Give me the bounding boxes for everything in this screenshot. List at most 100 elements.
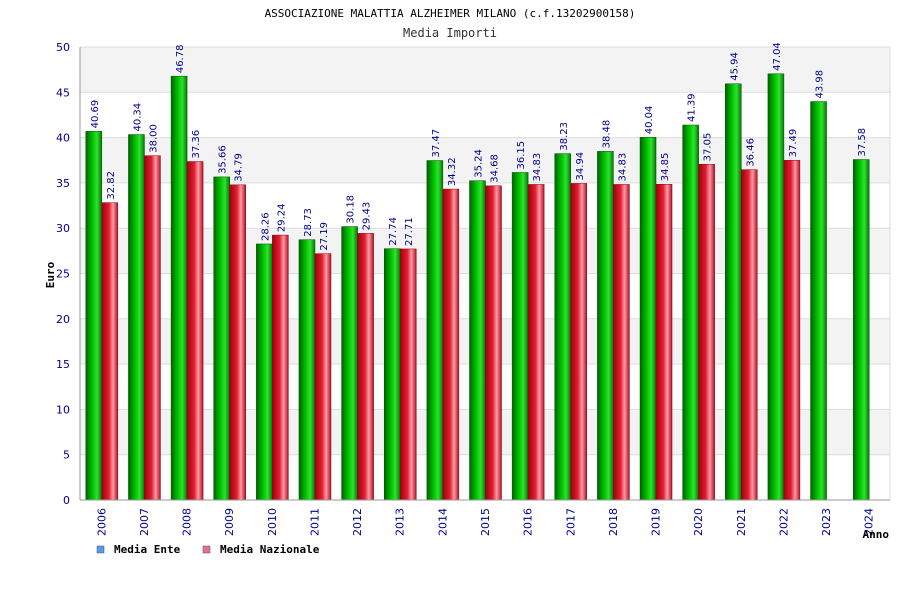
value-label-media-nazionale-2020: 37.05 <box>703 133 714 162</box>
x-tick-label-2023: 2023 <box>820 508 833 536</box>
x-tick-label-2015: 2015 <box>479 508 492 536</box>
x-tick-label-2022: 2022 <box>777 508 790 536</box>
y-axis-label: Euro <box>44 261 57 288</box>
value-label-media-nazionale-2006: 32.82 <box>106 171 117 200</box>
y-tick-label: 20 <box>56 313 70 326</box>
x-tick-label-2019: 2019 <box>650 508 663 536</box>
value-labels: 40.69 32.82 40.34 38.00 46.78 37.36 35.66 34.79… <box>90 42 868 250</box>
bar-media-ente-2013 <box>383 248 401 501</box>
value-label-media-nazionale-2012: 29.43 <box>362 202 373 231</box>
value-label-media-nazionale-2014: 34.32 <box>447 157 458 186</box>
value-label-media-nazionale-2009: 34.79 <box>234 153 245 182</box>
y-tick-label: 50 <box>56 41 70 54</box>
bar-media-nazionale-2006 <box>101 202 119 501</box>
bar-media-nazionale-2009 <box>229 184 246 501</box>
value-label-media-ente-2012: 30.18 <box>346 195 357 224</box>
x-tick-label-2017: 2017 <box>564 508 577 536</box>
value-label-media-ente-2021: 45.94 <box>729 52 740 81</box>
value-label-media-ente-2009: 35.66 <box>218 145 229 174</box>
x-tick-label-2012: 2012 <box>351 508 364 536</box>
value-label-media-ente-2018: 38.48 <box>601 120 612 149</box>
y-tick-label: 30 <box>56 222 70 235</box>
value-label-media-nazionale-2015: 34.68 <box>490 154 501 183</box>
y-tick-label: 5 <box>63 449 70 462</box>
x-tick-label-2014: 2014 <box>436 508 449 536</box>
bar-media-nazionale-2007 <box>144 155 161 501</box>
bar-media-nazionale-2013 <box>399 248 417 501</box>
value-label-media-ente-2016: 36.15 <box>516 141 527 170</box>
bar-media-nazionale-2014 <box>442 188 460 501</box>
x-tick-label-2016: 2016 <box>522 508 535 536</box>
value-label-media-ente-2024: 37.58 <box>857 128 868 157</box>
bar-media-ente-2022 <box>767 73 785 501</box>
value-label-media-nazionale-2007: 38.00 <box>148 124 159 153</box>
bar-media-ente-2015 <box>469 180 486 501</box>
y-tick-label: 15 <box>56 358 70 371</box>
y-tick-label: 10 <box>56 403 70 416</box>
bar-media-ente-2011 <box>298 239 316 501</box>
bar-media-ente-2021 <box>725 83 742 501</box>
value-label-media-nazionale-2022: 37.49 <box>788 129 799 158</box>
bar-media-nazionale-2022 <box>783 160 801 501</box>
bar-media-nazionale-2019 <box>655 184 673 501</box>
bar-media-nazionale-2021 <box>741 169 758 501</box>
value-label-media-nazionale-2013: 27.71 <box>404 217 415 246</box>
value-label-media-nazionale-2018: 34.83 <box>617 153 628 182</box>
legend-label-media-ente: Media Ente <box>114 543 181 556</box>
grid-band <box>80 47 890 93</box>
y-tick-label: 0 <box>63 494 70 507</box>
value-label-media-ente-2010: 28.26 <box>260 212 271 241</box>
value-label-media-ente-2006: 40.69 <box>90 100 101 129</box>
bar-media-ente-2024 <box>852 159 870 501</box>
value-label-media-ente-2019: 40.04 <box>644 106 655 135</box>
bar-media-ente-2018 <box>597 151 614 501</box>
value-label-media-nazionale-2008: 37.36 <box>191 130 202 159</box>
x-tick-label-2009: 2009 <box>223 508 236 536</box>
x-tick-label-2020: 2020 <box>692 508 705 536</box>
bar-media-ente-2006 <box>85 131 103 501</box>
bar-media-nazionale-2010 <box>272 234 289 501</box>
bar-media-ente-2014 <box>426 160 444 501</box>
value-label-media-nazionale-2010: 29.24 <box>276 203 287 232</box>
x-tick-label-2013: 2013 <box>394 508 407 536</box>
bar-media-ente-2023 <box>810 101 827 501</box>
value-label-media-ente-2008: 46.78 <box>175 45 186 74</box>
x-tick-label-2006: 2006 <box>95 508 108 536</box>
legend: Media Ente Media Nazionale <box>96 543 320 556</box>
bar-media-ente-2019 <box>639 136 657 501</box>
x-tick-label-2010: 2010 <box>266 508 279 536</box>
x-tick-label-2024: 2024 <box>863 508 876 536</box>
bar-media-nazionale-2018 <box>613 184 630 501</box>
chart-title: ASSOCIAZIONE MALATTIA ALZHEIMER MILANO (… <box>265 7 636 20</box>
y-tick-label: 40 <box>56 132 70 145</box>
value-label-media-nazionale-2021: 36.46 <box>745 138 756 167</box>
bar-media-ente-2017 <box>554 153 572 501</box>
value-label-media-nazionale-2019: 34.85 <box>660 153 671 182</box>
bar-media-ente-2010 <box>256 243 273 501</box>
x-tick-label-2011: 2011 <box>308 508 321 536</box>
x-axis-label: Anno <box>863 528 890 541</box>
legend-label-media-nazionale: Media Nazionale <box>220 543 320 556</box>
value-label-media-ente-2023: 43.98 <box>815 70 826 99</box>
value-label-media-ente-2011: 28.73 <box>303 208 314 237</box>
value-label-media-ente-2015: 35.24 <box>474 149 485 178</box>
legend-swatch-media-ente <box>96 545 105 554</box>
x-tick-label-2021: 2021 <box>735 508 748 536</box>
y-tick-label: 45 <box>56 86 70 99</box>
bar-media-nazionale-2011 <box>314 253 332 501</box>
chart-subtitle: Media Importi <box>403 26 497 40</box>
value-label-media-ente-2017: 38.23 <box>559 122 570 151</box>
value-label-media-ente-2022: 47.04 <box>772 42 783 71</box>
bar-media-ente-2020 <box>682 124 699 501</box>
y-tick-label: 35 <box>56 177 70 190</box>
bar-media-ente-2007 <box>128 134 145 501</box>
y-axis-ticks: 0 5 10 15 20 25 30 35 40 45 50 <box>56 41 70 507</box>
value-label-media-nazionale-2011: 27.19 <box>319 222 330 251</box>
bar-media-nazionale-2017 <box>570 183 588 501</box>
bar-media-nazionale-2016 <box>527 184 545 501</box>
x-axis-ticks: 2006 2007 2008 2009 2010 2011 2012 2013 2014 2015… <box>95 508 875 536</box>
value-label-media-ente-2013: 27.74 <box>388 217 399 246</box>
bar-media-ente-2009 <box>213 176 230 501</box>
legend-swatch-media-nazionale <box>202 545 211 554</box>
bar-media-ente-2008 <box>170 75 188 501</box>
